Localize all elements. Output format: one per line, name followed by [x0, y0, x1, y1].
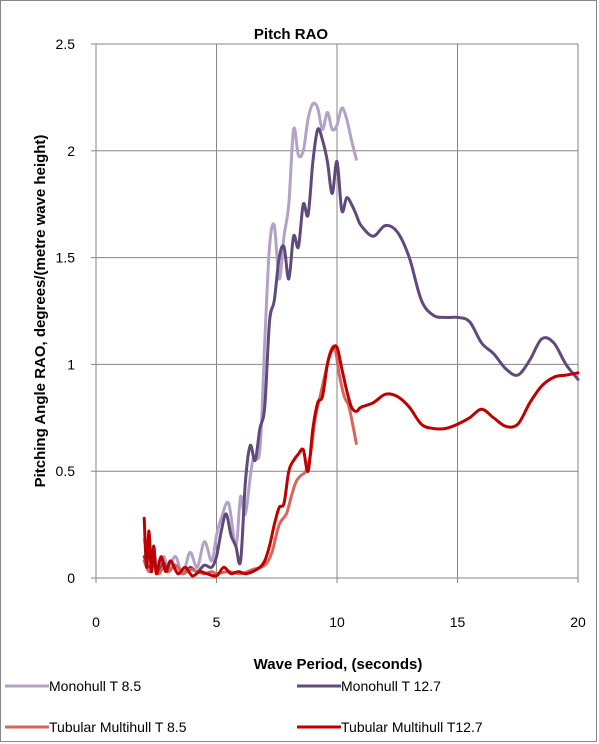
legend-label-tubular-multihull-t-8-5: Tubular Multihull T 8.5: [49, 719, 187, 735]
y-tick-label: 0: [67, 570, 75, 586]
y-axis-label: Pitching Angle RAO, degrees/(metre wave …: [32, 135, 49, 488]
x-tick-label: 15: [450, 614, 466, 630]
series-lines: [142, 101, 580, 578]
y-tick-label: 0.5: [56, 463, 76, 479]
y-tick-label: 1: [67, 356, 75, 372]
legend-label-monohull-t-8-5: Monohull T 8.5: [49, 678, 141, 694]
series-line-tubular-multihull-t12-7: [142, 344, 580, 578]
legend-label-tubular-multihull-t12-7: Tubular Multihull T12.7: [341, 719, 483, 735]
tick-labels: 0 5 10 15 20 0 0.5 1 1.5 2 2.5: [56, 36, 586, 630]
x-axis-label: Wave Period, (seconds): [254, 656, 423, 673]
axes: [91, 43, 579, 583]
legend: Monohull T 8.5 Monohull T 12.7 Tubular Mul…: [5, 678, 483, 735]
series-line-monohull-t-8-5: [142, 101, 358, 576]
legend-label-monohull-t-12-7: Monohull T 12.7: [341, 678, 441, 694]
y-tick-label: 1.5: [56, 250, 76, 266]
x-tick-label: 10: [329, 614, 345, 630]
y-tick-label: 2: [67, 143, 75, 159]
x-tick-label: 5: [213, 614, 221, 630]
x-tick-label: 20: [570, 614, 586, 630]
x-tick-label: 0: [92, 614, 100, 630]
y-tick-label: 2.5: [56, 36, 76, 52]
series-line-monohull-t-12-7: [142, 127, 580, 576]
chart-title: Pitch RAO: [254, 26, 329, 43]
